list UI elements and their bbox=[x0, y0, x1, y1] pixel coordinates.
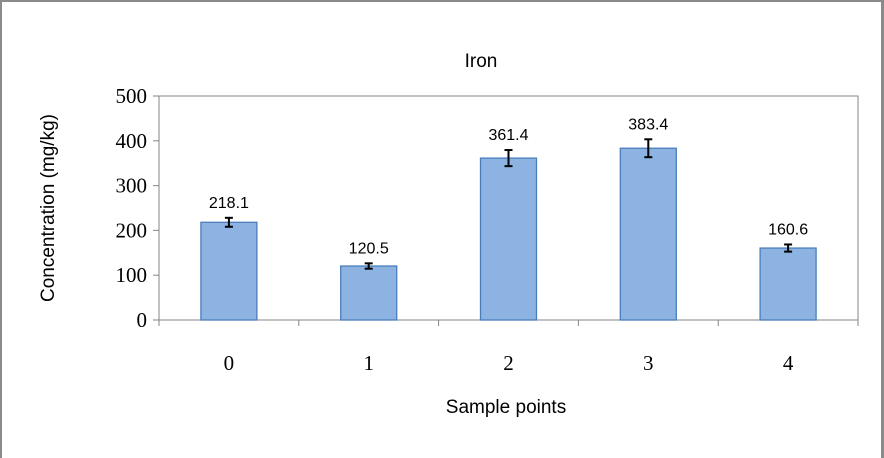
data-label: 361.4 bbox=[488, 127, 528, 144]
x-tick-label: 1 bbox=[363, 351, 374, 375]
bar-4 bbox=[759, 247, 817, 321]
x-tick-label: 4 bbox=[783, 351, 794, 375]
x-tick-label: 3 bbox=[643, 351, 654, 375]
x-axis-label: Sample points bbox=[446, 397, 566, 418]
x-tick-label: 2 bbox=[503, 351, 514, 375]
y-tick-label: 200 bbox=[116, 218, 148, 242]
y-tick-label: 0 bbox=[137, 308, 148, 332]
bar-2 bbox=[479, 157, 538, 321]
y-tick-label: 300 bbox=[116, 174, 148, 198]
y-tick-label: 100 bbox=[116, 263, 148, 287]
data-label: 120.5 bbox=[349, 240, 389, 257]
bar-1 bbox=[340, 265, 398, 321]
plot-area: 0 100 200 300 400 500 218.1 0 120.5 1 361.4 2 383.4 3… bbox=[116, 84, 859, 375]
y-tick-label: 400 bbox=[116, 129, 148, 153]
bar-0 bbox=[200, 221, 258, 321]
bar-3 bbox=[619, 147, 677, 321]
data-label: 383.4 bbox=[628, 116, 668, 133]
x-tick-label: 0 bbox=[224, 351, 235, 375]
data-label: 160.6 bbox=[768, 221, 808, 238]
chart-title: Iron bbox=[465, 51, 498, 72]
y-tick-label: 500 bbox=[116, 84, 148, 108]
data-label: 218.1 bbox=[209, 195, 249, 212]
y-axis-label: Concentration (mg/kg) bbox=[38, 114, 59, 302]
